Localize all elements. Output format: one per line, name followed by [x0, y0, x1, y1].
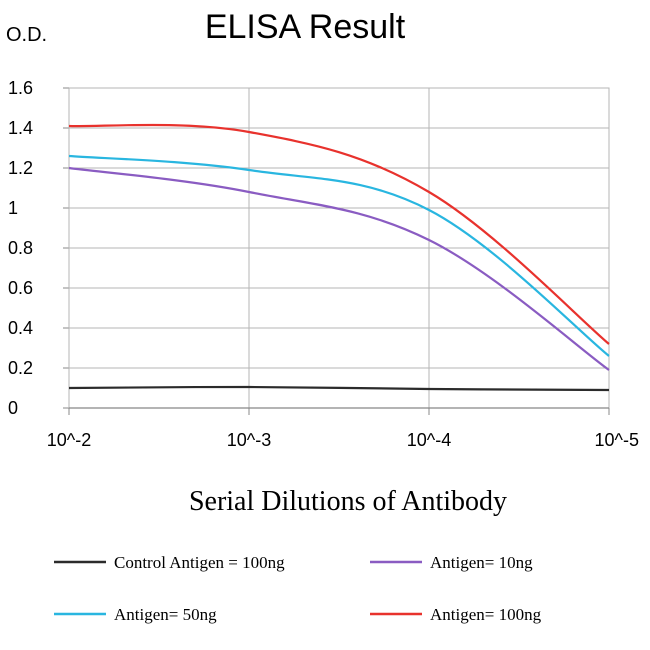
y-tick-label: 0.8: [8, 238, 33, 258]
series-line: [68, 154, 610, 357]
series-line: [68, 123, 610, 345]
legend-label: Antigen= 50ng: [114, 605, 217, 624]
y-tick-label: 1.4: [8, 118, 33, 138]
legend-item: Antigen= 50ng: [54, 605, 217, 624]
x-tick-label: 10^-2: [47, 430, 91, 450]
y-tick-label: 0: [8, 398, 18, 418]
series-line: [68, 166, 610, 371]
legend-item: Control Antigen = 100ng: [54, 553, 285, 572]
y-tick-label: 1: [8, 198, 18, 218]
x-tick-label: 10^-3: [227, 430, 271, 450]
y-tick-label: 0.6: [8, 278, 33, 298]
legend-item: Antigen= 10ng: [370, 553, 533, 572]
legend-item: Antigen= 100ng: [370, 605, 542, 624]
y-axis-title: O.D.: [6, 24, 48, 46]
legend-label: Antigen= 10ng: [430, 553, 533, 572]
y-tick-label: 0.4: [8, 318, 33, 338]
legend-label: Control Antigen = 100ng: [114, 553, 285, 572]
x-axis-title: Serial Dilutions of Antibody: [189, 486, 507, 517]
y-tick-label: 1.2: [8, 158, 33, 178]
chart-title: ELISA Result: [204, 8, 406, 46]
x-tick-label: 10^-4: [407, 430, 451, 450]
series-line: [68, 385, 610, 392]
x-tick-label: 10^-5: [595, 430, 639, 450]
y-tick-label: 0.2: [8, 358, 33, 378]
y-tick-label: 1.6: [8, 78, 33, 98]
legend-label: Antigen= 100ng: [430, 605, 542, 624]
